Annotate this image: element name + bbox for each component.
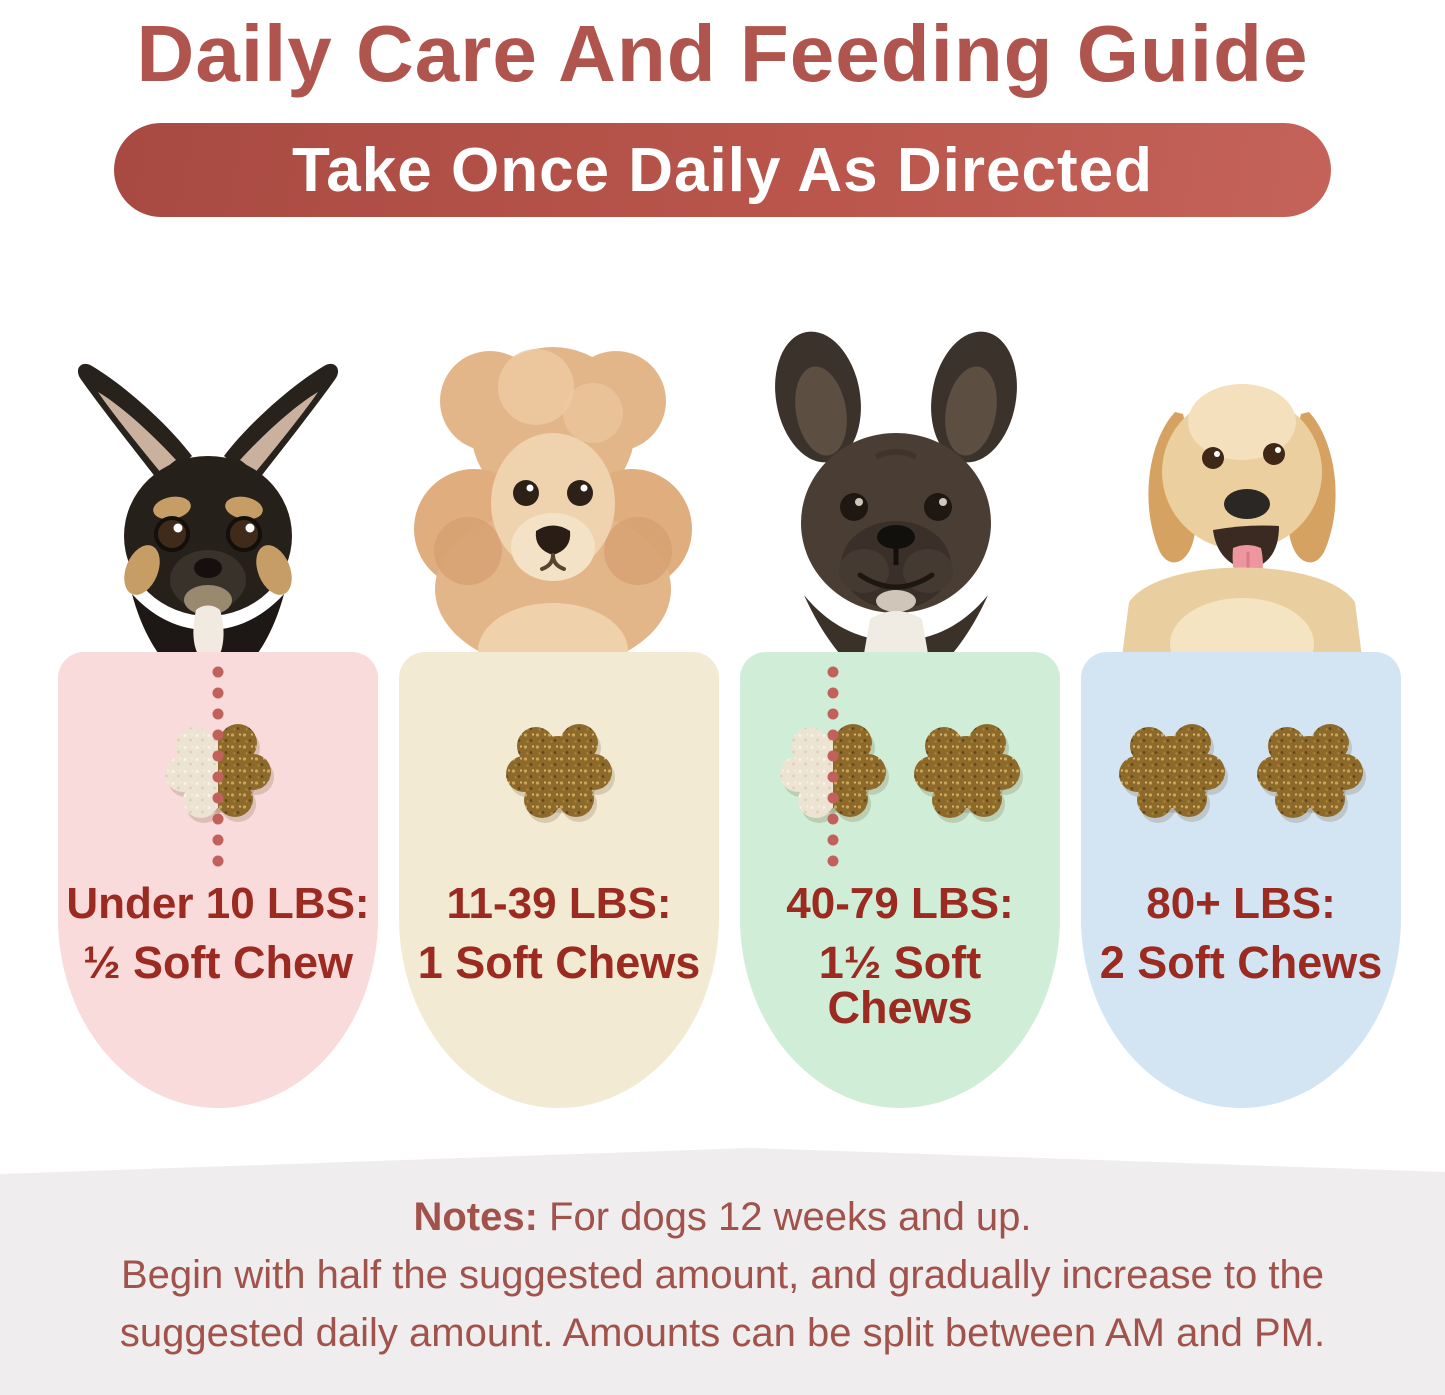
chew-icons-row bbox=[740, 660, 1060, 880]
chihuahua-photo bbox=[77, 363, 339, 658]
half-soft-chew-icon bbox=[780, 666, 889, 867]
soft-chew-icon bbox=[1119, 724, 1228, 823]
dose-card-11-39-lbs: 11-39 LBS: 1 Soft Chews bbox=[399, 652, 719, 1108]
dose-amount-label: 1½ Soft Chews bbox=[818, 937, 982, 1033]
dose-amount-label: 2 Soft Chews bbox=[1099, 937, 1383, 988]
half-soft-chew-icon bbox=[165, 666, 274, 867]
soft-chew-icon bbox=[914, 724, 1023, 823]
weight-range-label: Under 10 LBS: bbox=[66, 879, 370, 928]
daily-direction-banner: Take Once Daily As Directed bbox=[114, 123, 1331, 217]
poodle-photo bbox=[414, 347, 692, 666]
dose-card-under-10-lbs: Under 10 LBS: ½ Soft Chew bbox=[58, 652, 378, 1108]
dose-amount-label: ½ Soft Chew bbox=[82, 937, 354, 988]
soft-chew-icon bbox=[1257, 724, 1366, 823]
notes-intro: For dogs 12 weeks and up. bbox=[537, 1195, 1032, 1239]
dose-card-80-plus-lbs: 80+ LBS: 2 Soft Chews bbox=[1081, 652, 1401, 1108]
golden-retriever-photo bbox=[1121, 384, 1363, 665]
chihuahua-illustration bbox=[77, 363, 339, 658]
dose-card-40-79-lbs: 40-79 LBS: 1½ Soft Chews bbox=[740, 652, 1060, 1108]
weight-range-label: 11-39 LBS: bbox=[446, 879, 672, 928]
notes-line-3: suggested daily amount. Amounts can be s… bbox=[119, 1311, 1326, 1355]
notes-line-1: Notes: For dogs 12 weeks and up. bbox=[0, 1188, 1445, 1246]
weight-range-label: 80+ LBS: bbox=[1146, 879, 1336, 928]
chew-icons-row bbox=[399, 660, 719, 880]
french-bulldog-illustration bbox=[775, 331, 1017, 665]
golden-retriever-illustration bbox=[1121, 384, 1363, 665]
notes-label: Notes: bbox=[413, 1195, 538, 1239]
chew-icons-row bbox=[58, 660, 378, 880]
banner-label: Take Once Daily As Directed bbox=[292, 135, 1153, 205]
chew-icons-row bbox=[1081, 660, 1401, 880]
notes-footer: Notes: For dogs 12 weeks and up. Begin w… bbox=[0, 1148, 1445, 1395]
page-title: Daily Care And Feeding Guide bbox=[136, 9, 1309, 98]
french-bulldog-photo bbox=[775, 331, 1017, 665]
notes-line-2: Begin with half the suggested amount, an… bbox=[120, 1253, 1324, 1297]
soft-chew-icon bbox=[506, 724, 615, 823]
dose-amount-label: 1 Soft Chews bbox=[417, 937, 701, 988]
weight-range-label: 40-79 LBS: bbox=[786, 879, 1014, 928]
poodle-illustration bbox=[414, 347, 692, 666]
notes-text: Notes: For dogs 12 weeks and up. Begin w… bbox=[0, 1188, 1445, 1362]
